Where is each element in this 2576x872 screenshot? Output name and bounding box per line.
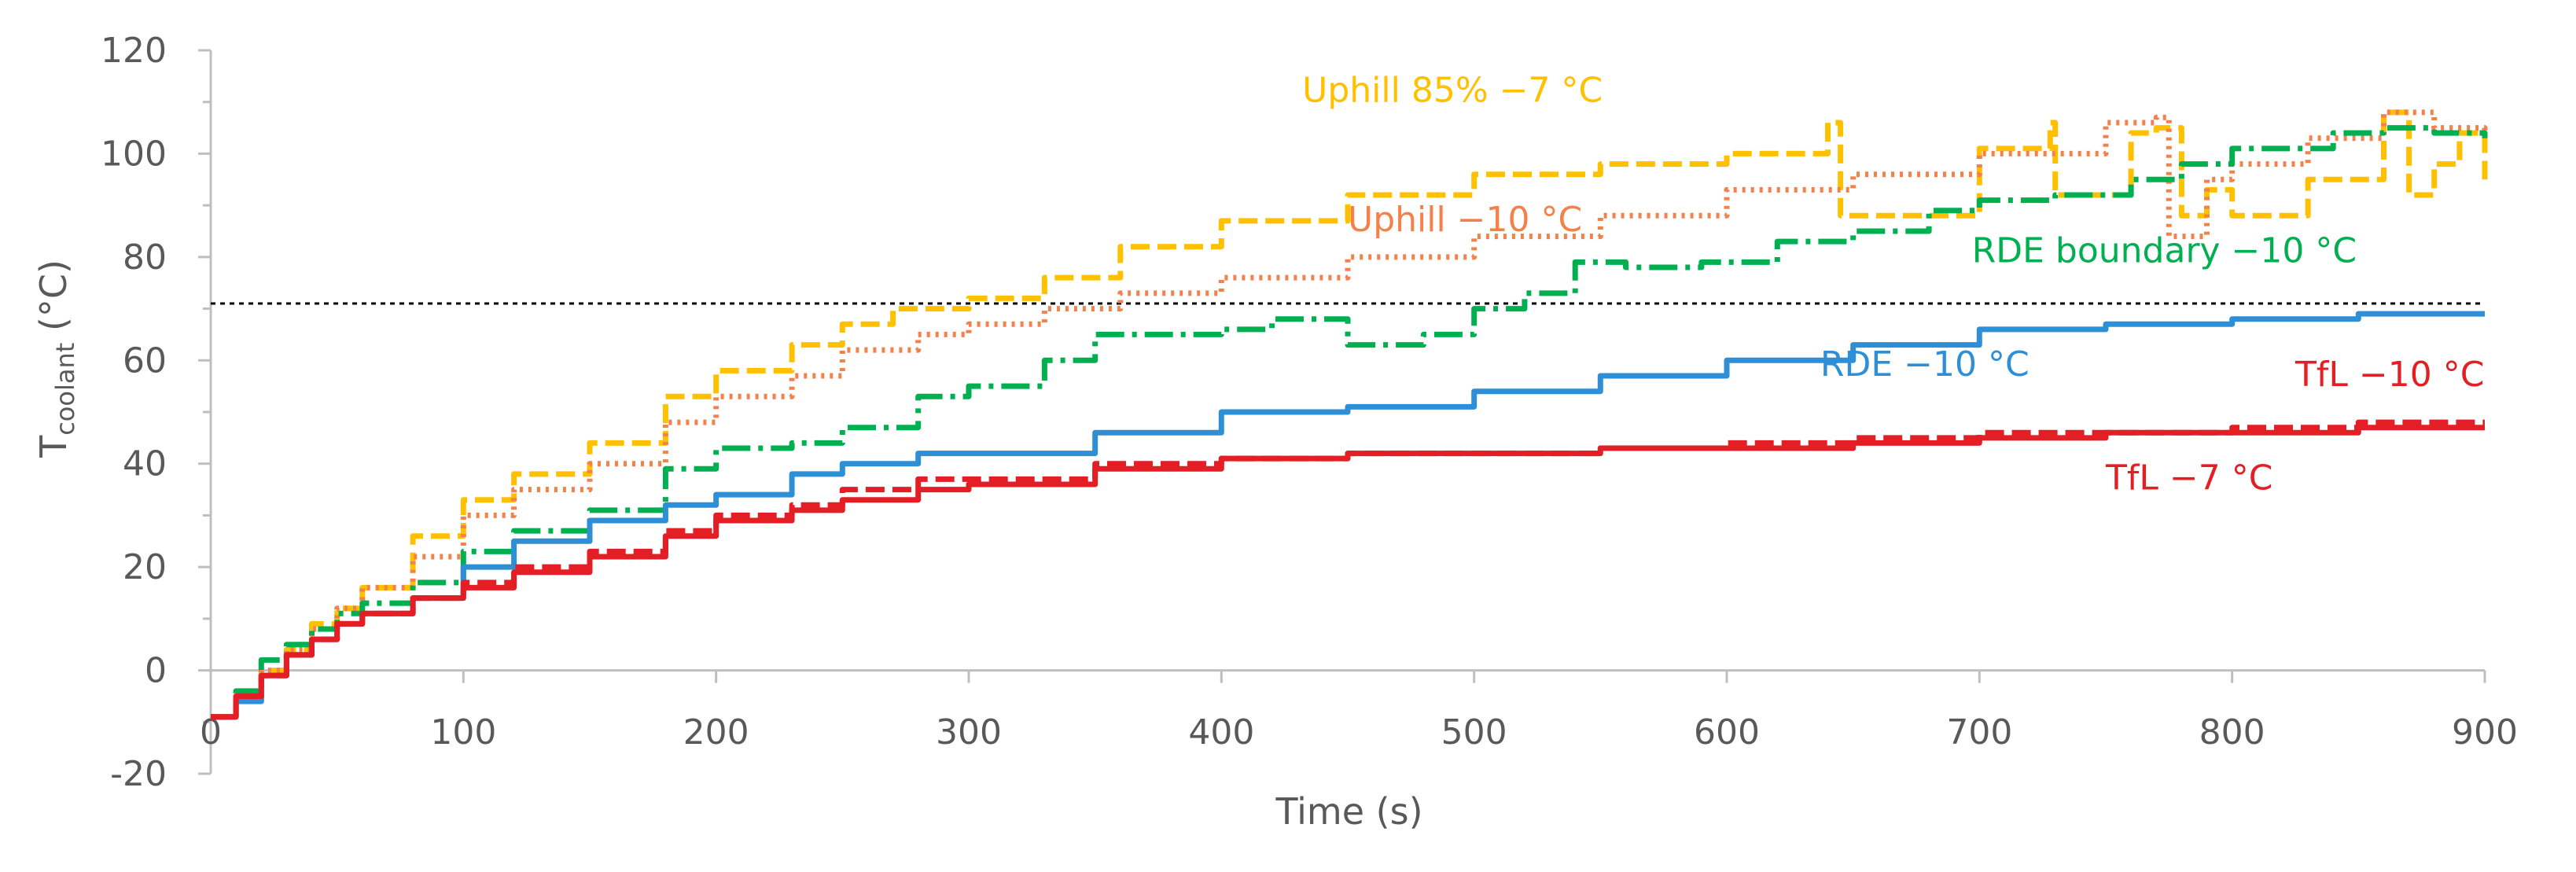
series-group: [211, 109, 2488, 720]
series-label-4: RDE −10 °C: [1820, 344, 2030, 384]
y-tick-label: 60: [123, 340, 167, 381]
y-axis-title-main: T: [32, 435, 75, 458]
y-tick-label: 0: [145, 651, 167, 691]
y-axis-title: Tcoolant (°C): [32, 259, 80, 458]
x-tick-label: 400: [1188, 712, 1254, 752]
y-tick-label: 120: [101, 31, 167, 71]
series-label-2: Uphill −10 °C: [1348, 200, 1582, 240]
x-tick-label: 600: [1694, 712, 1760, 752]
y-tick-label: 80: [123, 237, 167, 278]
x-tick-label: 700: [1946, 712, 2012, 752]
series-label-3: RDE boundary −10 °C: [1972, 230, 2357, 270]
x-tick-label: 500: [1441, 712, 1507, 752]
series-labels-group: Uphill 85% −7 °C Uphill −10 °C RDE boundar…: [1302, 71, 2484, 499]
series-line-4: [211, 311, 2485, 720]
x-tick-label: 100: [430, 712, 496, 752]
x-tick-label: 800: [2199, 712, 2265, 752]
y-tick-label: 40: [123, 444, 167, 484]
x-tick-label: 900: [2452, 712, 2518, 752]
x-axis-title: Time (s): [1275, 790, 1422, 833]
series-label-6: TfL −7 °C: [2105, 458, 2272, 499]
y-axis-title-subscript: coolant: [50, 343, 80, 436]
y-axis-title-unit: (°C): [32, 259, 75, 343]
y-tick-label: 100: [101, 134, 167, 174]
x-tick-label: 200: [683, 712, 749, 752]
x-tick-label: 300: [936, 712, 1002, 752]
y-tick-label: -20: [110, 754, 167, 794]
series-line-2: [211, 109, 2488, 720]
series-label-5: TfL −10 °C: [2294, 355, 2484, 395]
series-line-6: [211, 425, 2485, 720]
series-label-1: Uphill 85% −7 °C: [1302, 71, 1603, 111]
y-tick-label: 20: [123, 547, 167, 587]
